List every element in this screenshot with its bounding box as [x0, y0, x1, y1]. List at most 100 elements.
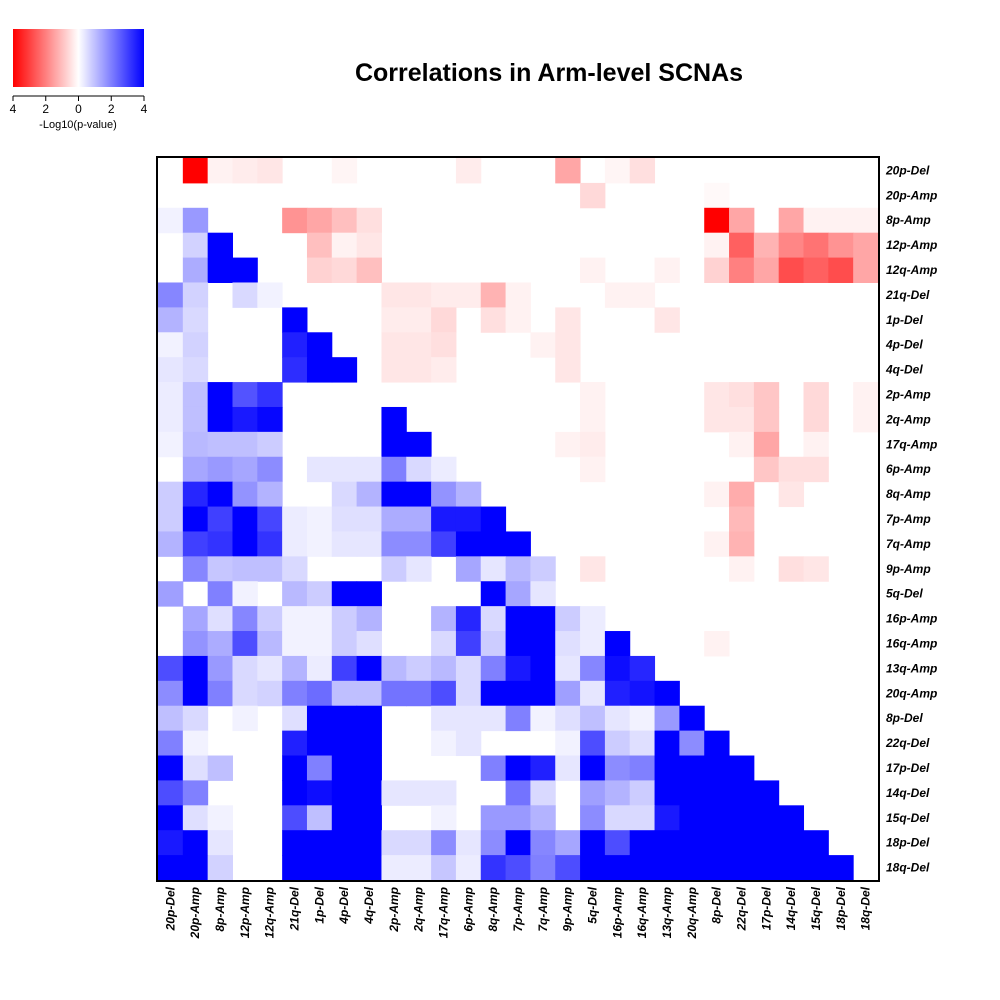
heatmap-cell [406, 357, 432, 383]
heatmap-cell [282, 307, 308, 333]
heatmap-cell [158, 655, 184, 682]
heatmap-cell [480, 631, 507, 657]
heatmap-cell [555, 680, 581, 707]
heatmap-cell [431, 332, 457, 358]
heatmap-cell [753, 406, 780, 433]
heatmap-cell [505, 631, 531, 657]
heatmap-cell [778, 805, 805, 831]
heatmap-cell [406, 431, 432, 458]
heatmap-cell [356, 780, 382, 806]
row-label: 1p-Del [886, 313, 923, 327]
heatmap-cell [182, 456, 209, 483]
plot-frame [156, 156, 880, 882]
heatmap-cell [356, 531, 382, 557]
heatmap-cell [803, 257, 829, 283]
heatmap-cell [778, 232, 805, 259]
heatmap-cell [232, 655, 258, 682]
row-label: 4p-Del [885, 338, 923, 352]
heatmap-cell [356, 730, 382, 757]
heatmap-cell [455, 730, 482, 757]
heatmap-cell [182, 606, 209, 632]
heatmap-cell [480, 581, 507, 607]
heatmap-cell [803, 207, 829, 234]
heatmap-cell [704, 855, 730, 881]
heatmap-cell [580, 606, 606, 632]
heatmap-cell [207, 680, 233, 707]
heatmap-cell [431, 855, 457, 881]
heatmap-cell [331, 855, 358, 881]
heatmap-cell [530, 332, 556, 358]
heatmap-cell [406, 282, 432, 308]
heatmap-cell [555, 730, 581, 757]
heatmap-cell [654, 830, 680, 856]
heatmap-cell [580, 855, 606, 881]
heatmap-cell [356, 606, 382, 632]
heatmap-cell [580, 456, 606, 483]
heatmap-cell [729, 556, 755, 582]
heatmap-cell [282, 655, 308, 682]
heatmap-cell [356, 456, 382, 483]
heatmap-cell [282, 606, 308, 632]
heatmap-cell [158, 730, 184, 757]
heatmap-cell [455, 655, 482, 682]
heatmap-cell [729, 481, 755, 508]
heatmap-cell [182, 755, 209, 781]
heatmap-cell [828, 855, 854, 881]
heatmap-cell [306, 730, 333, 757]
heatmap-cell [729, 805, 755, 831]
heatmap-cell [753, 431, 780, 458]
heatmap-cell [232, 705, 258, 732]
heatmap-cell [207, 855, 233, 881]
heatmap-cell [282, 631, 308, 657]
heatmap-cell [331, 755, 358, 781]
row-label: 15q-Del [886, 811, 930, 825]
row-label: 17p-Del [886, 761, 930, 775]
heatmap-cell [629, 855, 656, 881]
heatmap-cell [505, 705, 531, 732]
heatmap-cell [406, 506, 432, 532]
heatmap-cell [729, 531, 755, 557]
column-label: 6p-Amp [461, 887, 475, 932]
heatmap-cell [505, 556, 531, 582]
heatmap-cell [753, 257, 780, 283]
legend-label: -Log10(p-value) [39, 119, 117, 131]
heatmap-cell [381, 332, 407, 358]
heatmap-cell [704, 631, 730, 657]
row-label: 14q-Del [886, 786, 930, 800]
heatmap-cell [331, 456, 358, 483]
column-label: 22q-Del [734, 886, 748, 931]
heatmap-cell [729, 382, 755, 408]
heatmap-cell [232, 680, 258, 707]
heatmap-cell [331, 158, 358, 184]
heatmap-cell [480, 282, 507, 308]
heatmap-cell [455, 855, 482, 881]
heatmap-cell [158, 581, 184, 607]
heatmap-cell [853, 257, 879, 283]
heatmap-cell [282, 730, 308, 757]
heatmap-cell [158, 780, 184, 806]
heatmap-cell [406, 855, 432, 881]
heatmap-cell [356, 680, 382, 707]
heatmap-cell [729, 207, 755, 234]
heatmap-cell [431, 531, 457, 557]
heatmap-cell [629, 282, 656, 308]
heatmap-cell [753, 780, 780, 806]
heatmap-cell [182, 307, 209, 333]
heatmap-cell [282, 531, 308, 557]
heatmap-cell [356, 755, 382, 781]
row-label: 21q-Del [885, 288, 930, 302]
heatmap-cell [232, 382, 258, 408]
heatmap-cell [580, 730, 606, 757]
heatmap-cell [480, 556, 507, 582]
heatmap-cell [207, 481, 233, 508]
heatmap-cell [282, 680, 308, 707]
heatmap-cell [207, 158, 233, 184]
heatmap-cell [282, 357, 308, 383]
heatmap-cell [480, 506, 507, 532]
heatmap-cell [803, 556, 829, 582]
heatmap-cell [679, 830, 705, 856]
heatmap-cell [455, 506, 482, 532]
heatmap-cell [803, 830, 829, 856]
heatmap-cell [828, 257, 854, 283]
heatmap-cell [257, 680, 283, 707]
